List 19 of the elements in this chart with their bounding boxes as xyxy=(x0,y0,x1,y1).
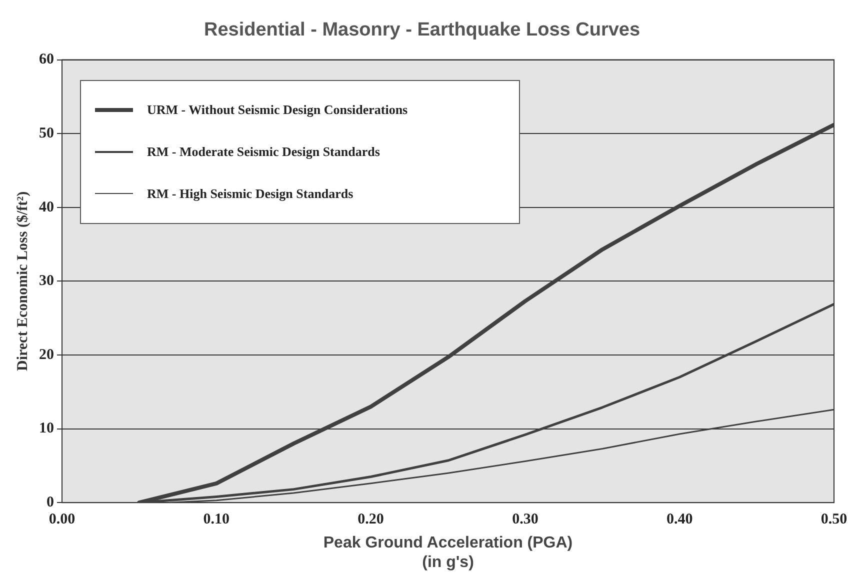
chart-title: Residential - Masonry - Earthquake Loss Curves xyxy=(204,20,640,41)
x-axis-title: Peak Ground Acceleration (PGA) (in g's) xyxy=(323,534,573,571)
y-tick-label: 10 xyxy=(39,420,54,437)
x-tick-label: 0.00 xyxy=(48,511,76,528)
x-tick-label: 0.50 xyxy=(820,511,848,528)
x-tick-label: 0.10 xyxy=(203,511,230,528)
y-tick-label: 60 xyxy=(39,52,54,68)
legend-label: RM - Moderate Seismic Design Standards xyxy=(147,144,380,160)
y-tick-label: 50 xyxy=(39,125,54,142)
legend-label: URM - Without Seismic Design Considerations xyxy=(147,102,408,118)
y-tick-label: 40 xyxy=(39,199,54,216)
y-axis-title: Direct Economic Loss ($/ft²) xyxy=(14,191,31,372)
y-tick-label: 20 xyxy=(39,346,54,363)
x-tick-label: 0.30 xyxy=(512,511,538,528)
y-tick-label: 30 xyxy=(39,273,54,290)
x-tick-label: 0.20 xyxy=(358,511,384,528)
legend-label: RM - High Seismic Design Standards xyxy=(147,186,354,202)
y-tick-label: 0 xyxy=(46,494,54,510)
x-tick-label: 0.40 xyxy=(666,511,693,528)
